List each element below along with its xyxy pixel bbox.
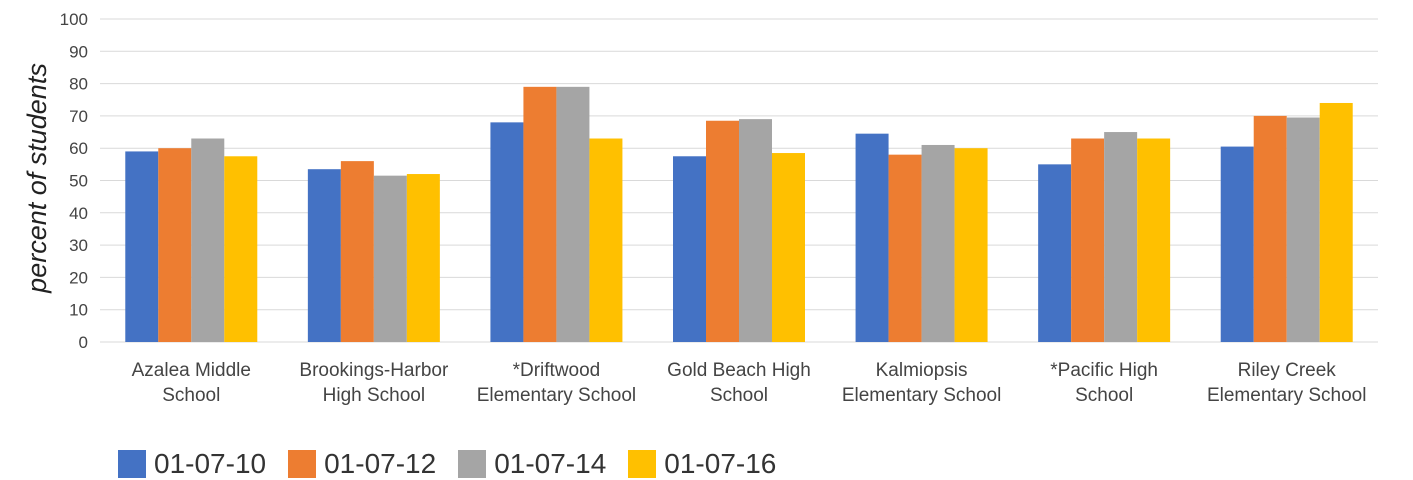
x-category-label: *Pacific High School — [1050, 360, 1158, 406]
bar — [1137, 138, 1171, 342]
y-tick-label: 30 — [69, 236, 88, 255]
x-category-label-line: *Pacific High — [1050, 360, 1158, 381]
x-category-label-line: High School — [323, 385, 425, 406]
bars — [125, 86, 1353, 343]
legend-label: 01-07-12 — [324, 448, 437, 479]
legend-label: 01-07-14 — [494, 448, 607, 479]
bar — [307, 169, 341, 342]
x-category-label: Gold Beach High School — [667, 360, 811, 406]
bar — [1253, 115, 1287, 343]
bar — [1286, 117, 1320, 342]
x-category-label-line: School — [710, 385, 768, 406]
bar — [191, 138, 225, 342]
y-tick-label: 20 — [69, 268, 88, 287]
y-axis-label: percent of students — [22, 63, 52, 294]
bar — [1038, 164, 1072, 342]
bar — [125, 151, 159, 342]
x-category-label: Riley Creek Elementary School — [1207, 360, 1366, 406]
bar — [523, 86, 557, 342]
bar — [224, 156, 258, 342]
x-category-label-line: Elementary School — [1207, 385, 1366, 406]
bar — [340, 161, 374, 342]
bar — [921, 144, 955, 342]
bar — [1071, 138, 1105, 342]
legend-label: 01-07-16 — [664, 448, 777, 479]
bar — [888, 154, 922, 342]
x-category-label-line: Azalea Middle — [132, 360, 251, 381]
y-tick-label: 0 — [79, 333, 88, 352]
y-tick-label: 90 — [69, 42, 88, 61]
bar — [706, 120, 739, 343]
x-category-label-line: School — [1075, 385, 1133, 406]
x-category-label-line: Gold Beach High — [667, 360, 811, 381]
bar-chart: 0 10 20 30 40 50 60 70 80 90 100 Azalea Middle Scho… — [22, 10, 1378, 406]
y-tick-label: 100 — [60, 10, 88, 29]
bar — [855, 133, 889, 342]
legend-item: 01-07-10 — [118, 448, 266, 480]
legend-swatch — [118, 450, 146, 478]
x-category-label-line: *Driftwood — [513, 360, 601, 381]
legend-item: 01-07-16 — [628, 448, 776, 480]
x-category-label: Kalmiopsis Elementary School — [842, 360, 1001, 406]
bar — [1220, 146, 1254, 342]
legend-swatch — [288, 450, 317, 478]
bar — [373, 175, 407, 342]
x-category-label: *Driftwood Elementary School — [477, 360, 636, 406]
x-category-label-line: Brookings-Harbor — [299, 360, 449, 381]
x-category-label-line: Elementary School — [477, 385, 636, 406]
y-tick-label: 80 — [69, 75, 88, 94]
bar — [1319, 102, 1353, 342]
bar — [673, 156, 706, 342]
legend-swatch — [628, 450, 657, 478]
y-tick-label: 50 — [69, 172, 88, 191]
y-tick-label: 60 — [69, 139, 88, 158]
x-category-label-line: Riley Creek — [1238, 360, 1337, 381]
bar — [406, 174, 440, 342]
y-axis-ticks: 0 10 20 30 40 50 60 70 80 90 100 — [60, 10, 88, 352]
bar — [739, 119, 772, 342]
legend: 01-07-10 01-07-12 01-07-14 01-07-16 — [118, 448, 798, 480]
bar — [589, 138, 623, 342]
legend-label: 01-07-10 — [154, 448, 267, 479]
y-tick-label: 40 — [69, 204, 88, 223]
bar — [954, 148, 988, 342]
x-category-label: Azalea Middle School — [132, 360, 251, 406]
x-category-label: Brookings-Harbor High School — [299, 360, 449, 406]
y-tick-label: 70 — [69, 107, 88, 126]
bar — [490, 122, 524, 342]
x-category-label-line: Elementary School — [842, 385, 1001, 406]
legend-item: 01-07-12 — [288, 448, 436, 480]
bar — [556, 86, 590, 342]
bar — [772, 153, 805, 342]
bar — [158, 148, 192, 342]
x-category-label-line: School — [162, 385, 220, 406]
y-tick-label: 10 — [69, 301, 88, 320]
bar — [1104, 132, 1138, 342]
legend-item: 01-07-14 — [458, 448, 606, 480]
x-category-label-line: Kalmiopsis — [876, 360, 968, 381]
legend-swatch — [458, 450, 487, 478]
x-axis-categories: Azalea Middle School Brookings-Harbor High … — [132, 360, 1367, 406]
